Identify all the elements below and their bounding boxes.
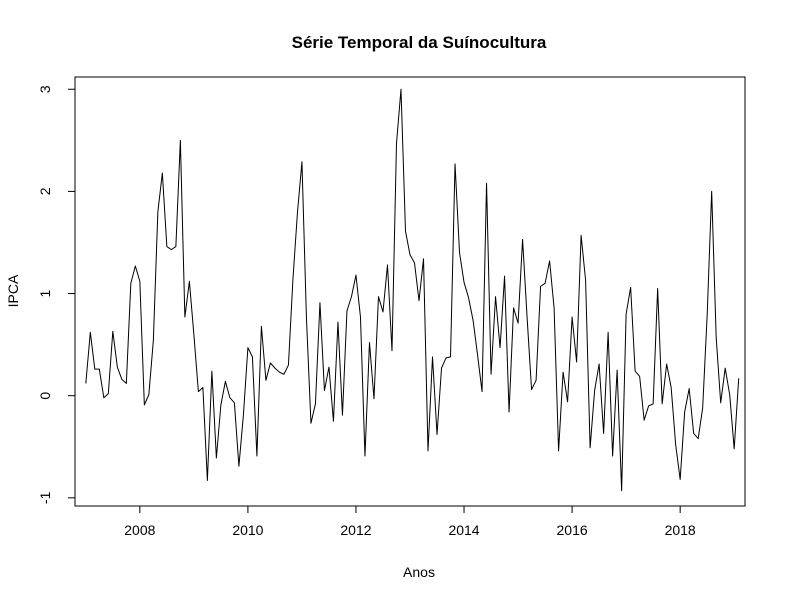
series-layer — [85, 88, 740, 492]
x-tick-label: 2018 — [665, 522, 696, 538]
y-tick-label: 0 — [37, 392, 53, 400]
chart-title: Série Temporal da Suínocultura — [292, 33, 547, 52]
x-tick-label: 2014 — [448, 522, 479, 538]
x-tick-label: 2010 — [232, 522, 263, 538]
y-axis: -1 0 1 2 3 — [37, 85, 76, 504]
x-tick-label: 2016 — [557, 522, 588, 538]
y-tick-label: 3 — [37, 85, 53, 93]
x-axis: 2008 2010 2012 2014 2016 2018 — [124, 505, 696, 538]
y-tick-label: 1 — [37, 289, 53, 297]
y-tick-label: 2 — [37, 187, 53, 195]
x-tick-label: 2012 — [340, 522, 371, 538]
x-axis-label: Anos — [403, 564, 435, 580]
y-axis-label: IPCA — [5, 274, 21, 307]
series-line — [85, 88, 740, 492]
x-tick-label: 2008 — [124, 522, 155, 538]
y-tick-label: -1 — [37, 491, 53, 504]
